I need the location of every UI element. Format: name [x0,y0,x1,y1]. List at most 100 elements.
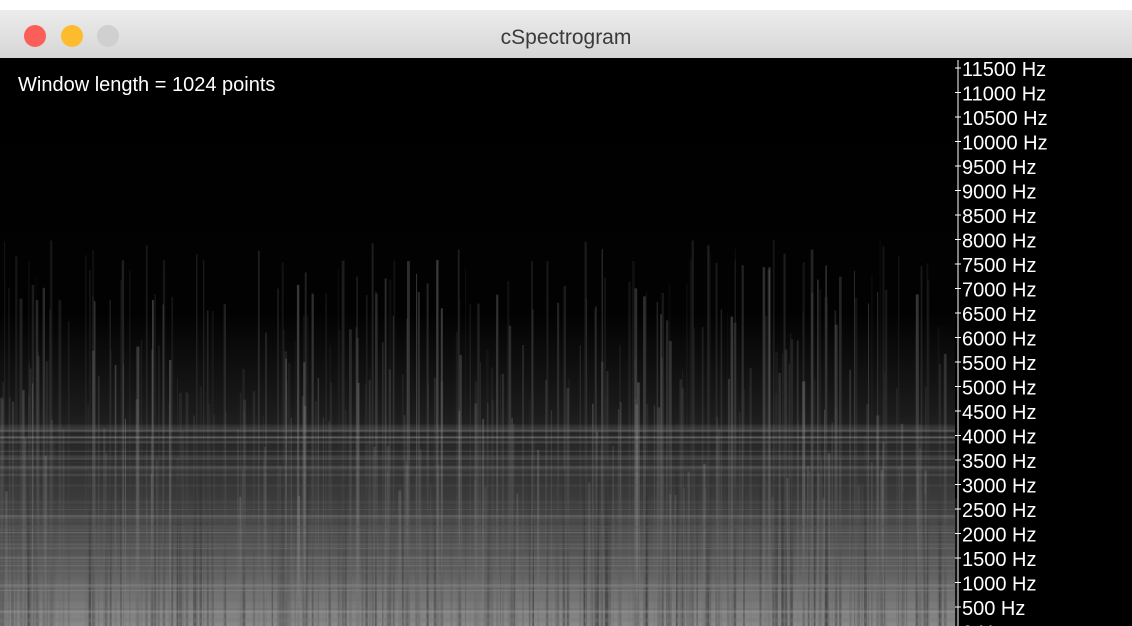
spectral-band [0,466,955,468]
spectral-streak [588,483,591,626]
spectral-streak [330,382,332,626]
spectral-band [0,539,955,541]
spectral-streak [477,304,480,626]
axis-label: 2000 Hz [962,525,1037,547]
axis-label: 8000 Hz [962,231,1037,253]
spectral-band [0,527,955,528]
axis-label: 8500 Hz [962,206,1037,228]
spectral-band [0,474,955,477]
spectral-streak [382,343,383,626]
spectral-band [0,571,955,574]
window: cSpectrogram Window length = 1024 points… [0,0,1132,626]
axis-label: 500 Hz [962,598,1025,620]
spectral-band [0,546,955,548]
spectral-streak [666,320,668,626]
minimize-button[interactable] [61,25,83,47]
axis-label: 9000 Hz [962,182,1037,204]
spectral-band [0,618,955,621]
spectral-streak [361,477,364,626]
spectral-band [0,501,955,504]
spectral-streak [628,282,631,626]
spectral-streak [163,305,164,626]
spectral-band [0,462,955,463]
spectral-band [0,556,955,559]
spectral-band [0,427,955,430]
spectral-streak [125,419,126,626]
spectral-streak [825,303,828,626]
axis-label: 5500 Hz [962,353,1037,375]
spectral-streak [402,375,404,626]
spectral-band [0,599,955,602]
spectral-streak [500,374,501,626]
spectral-streak [482,419,484,626]
spectral-streak [279,466,281,626]
axis-label: 5000 Hz [962,378,1037,400]
spectral-streak [791,339,793,626]
spectral-streak [808,473,810,626]
spectral-streak [557,303,559,626]
spectral-streak [516,493,518,626]
zoom-button[interactable] [97,25,119,47]
spectral-band [0,590,955,591]
axis-label: 7000 Hz [962,280,1037,302]
spectral-streak [686,283,687,626]
axis-label: 6500 Hz [962,304,1037,326]
spectral-streak [781,477,784,626]
spectral-band [0,565,955,566]
spectral-streak [470,304,472,626]
spectral-band [0,621,955,623]
spectral-streak [224,304,226,626]
axis-label: 9500 Hz [962,157,1037,179]
spectral-band [0,507,955,508]
spectral-streak [356,338,359,626]
window-title: cSpectrogram [501,26,632,49]
axis-label: 3000 Hz [962,476,1037,498]
spectral-band [0,451,955,452]
spectral-band [0,515,955,517]
axis-label: 1500 Hz [962,549,1037,571]
spectral-streak [880,240,882,626]
app-window: cSpectrogram Window length = 1024 points… [0,0,1132,626]
spectral-streak [141,340,143,626]
spectral-streak [511,418,513,626]
spectral-streak [773,424,775,626]
spectral-streak [716,436,719,626]
axis-label: 11500 Hz [962,59,1046,81]
spectral-band [0,425,955,428]
spectral-streak [295,342,296,626]
spectral-band [0,532,955,534]
axis-label: 7500 Hz [962,255,1037,277]
spectral-streak [643,296,646,626]
axis-label: 6000 Hz [962,329,1037,351]
spectral-streak [415,476,417,626]
spectral-streak [365,384,367,626]
spectral-streak [707,246,709,626]
spectral-streak [803,413,805,626]
axis-label: 1000 Hz [962,574,1037,596]
spectral-band [0,563,955,564]
axis-label: 10000 Hz [962,133,1048,155]
spectral-band [0,519,955,521]
spectral-band [0,560,955,562]
spectral-band [0,509,955,510]
spectral-band [0,608,955,609]
spectral-streak [657,302,659,626]
spectral-band [0,529,955,531]
spectral-streak [154,294,156,626]
spectral-band [0,442,955,444]
spectral-streak [53,436,55,626]
spectral-band [0,584,955,586]
spectral-band [0,591,955,592]
spectral-band [0,440,955,442]
spectral-streak [739,412,740,626]
spectral-band [0,458,955,460]
spectral-band [0,434,955,436]
axis-label: 0 Hz [962,623,1003,626]
spectral-streak [496,295,498,626]
spectral-band [0,455,955,458]
axis-label: 4000 Hz [962,427,1037,449]
axis-label: 3500 Hz [962,451,1037,473]
close-button[interactable] [24,25,46,47]
spectral-band [0,430,955,432]
